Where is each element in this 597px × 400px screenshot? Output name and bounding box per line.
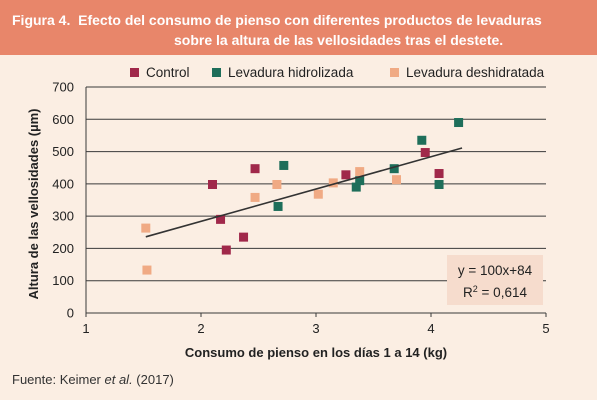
y-tick-label-5: 500 [52,144,74,159]
figure-label: Figura 4. [12,12,71,28]
point-s0-3 [239,232,249,242]
point-s2-2 [250,192,260,202]
gridlines [86,86,546,282]
point-s2-7 [392,175,401,185]
x-axis-label: Consumo de pienso en los días 1 a 14 (kg… [185,345,447,360]
figure-title: Figura 4. Efecto del consumo de pienso c… [0,0,597,55]
x-tick-label-0: 1 [82,321,89,336]
r-squared-text: R2 = 0,614 [463,284,527,300]
point-s2-4 [313,189,323,199]
x-tick-label-2: 3 [312,321,319,336]
legend-swatch-0 [130,68,139,77]
y-tick-label-4: 400 [52,176,74,191]
equation-box: y = 100x+84 R2 = 0,614 [447,255,543,305]
point-s1-6 [434,180,444,190]
axes [85,87,547,317]
equation-text: y = 100x+84 [458,263,533,278]
point-s0-1 [216,214,226,224]
tick-labels: 0 100 200 300 400 500 600 700 1 2 3 4 5 [52,80,549,337]
point-s0-0 [208,180,217,190]
point-s2-5 [328,178,338,188]
y-tick-label-6: 600 [52,112,74,127]
point-s0-2 [221,245,231,255]
point-s0-5 [341,170,351,180]
point-s2-3 [272,180,282,190]
source-note: Fuente: Keimer et al. (2017) [12,372,174,387]
point-s1-0 [273,201,283,211]
data-points [141,118,464,275]
legend-label-0: Control [146,65,190,80]
y-tick-label-3: 300 [52,209,74,224]
point-s1-1 [279,160,289,170]
equation-box-bg [447,255,543,305]
x-tick-label-3: 4 [427,321,434,336]
figure-title-line2: sobre la altura de las vellosidades tras… [174,32,504,48]
trendline-line [145,147,463,238]
legend-label-2: Levadura deshidratada [406,65,545,80]
point-s2-1 [142,265,152,275]
point-s2-6 [355,167,365,177]
legend-swatch-2 [390,68,399,77]
x-tick-label-4: 5 [542,321,549,336]
x-tick-label-1: 2 [197,321,204,336]
legend-swatch-1 [212,68,221,77]
y-tick-label-0: 0 [67,306,74,321]
scatter-chart: Control Levadura hidrolizada Levadura desh… [26,65,550,360]
y-axis-label: Altura de las vellosidades (µm) [26,109,41,300]
point-s1-3 [355,176,365,186]
point-s1-7 [454,118,464,128]
point-s1-5 [417,135,427,145]
trendline [145,147,463,238]
point-s0-4 [250,164,260,174]
y-tick-label-2: 200 [52,241,74,256]
point-s2-0 [141,223,151,233]
point-s1-4 [389,164,399,174]
point-s0-7 [434,169,444,179]
point-s0-6 [420,148,430,158]
y-tick-label-1: 100 [52,273,74,288]
y-tick-label-7: 700 [52,80,74,95]
legend-label-1: Levadura hidrolizada [228,65,354,80]
legend: Control Levadura hidrolizada Levadura desh… [130,65,545,80]
figure-title-line1: Efecto del consumo de pienso con diferen… [78,12,542,28]
point-s1-2 [351,182,361,192]
